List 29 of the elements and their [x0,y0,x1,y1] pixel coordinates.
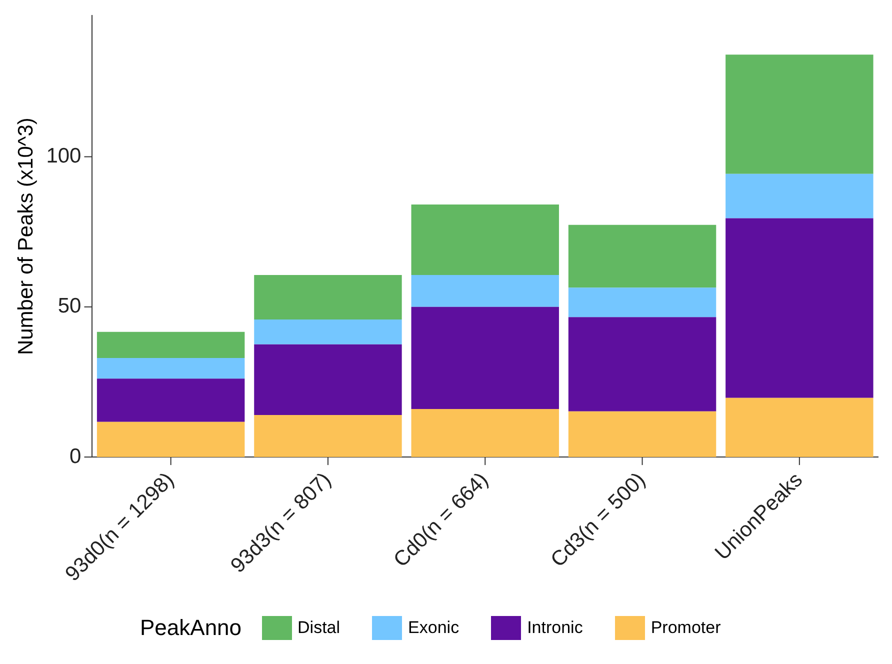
bar [96,422,245,458]
bar [568,317,716,412]
bar [568,411,716,458]
bar [568,288,716,318]
bar [568,224,716,288]
bar [726,174,874,218]
bar [254,320,402,344]
legend-label: Exonic [408,618,460,638]
bar [411,204,559,276]
bar [96,378,245,422]
legend-label: Distal [298,618,340,638]
bar [411,306,559,409]
legend-label: Promoter [650,618,721,638]
y-tick-label: 0 [70,444,82,468]
bar [96,332,245,358]
bar [726,54,874,174]
legend-label: Intronic [527,618,583,638]
legend-title: PeakAnno [140,615,242,641]
bar [726,398,874,458]
bar [726,218,874,398]
bar [411,275,559,307]
bar [411,408,559,458]
y-axis-title: Number of Peaks (x10^3) [14,118,38,356]
bar [254,415,402,458]
bar [96,358,245,379]
y-tick-label: 100 [46,144,82,168]
bar [254,275,402,320]
bar [254,344,402,415]
y-tick-label: 50 [58,294,82,318]
